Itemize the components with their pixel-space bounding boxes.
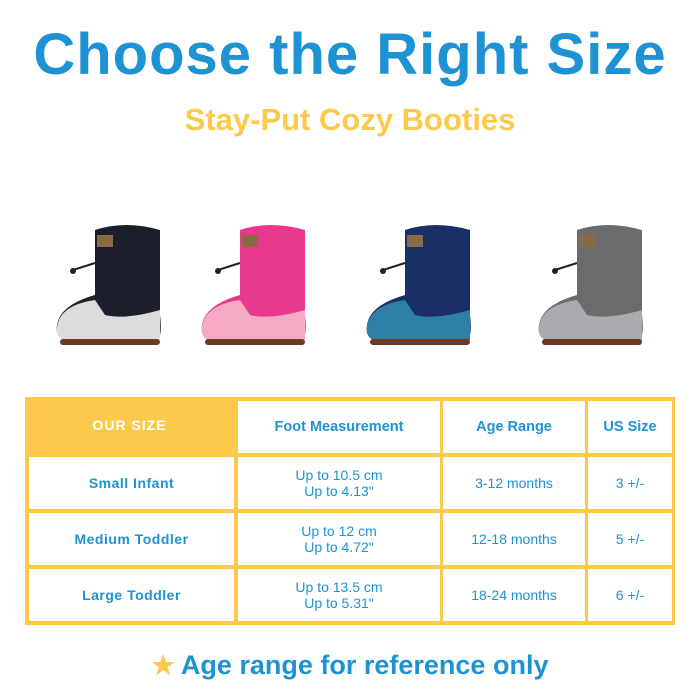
cell-text: 12-18 months [471, 531, 557, 547]
cell-text: Up to 4.13" [304, 483, 374, 499]
footer-note: ★ Age range for reference only [0, 648, 700, 682]
age-range-cell: 18-24 months [443, 569, 585, 621]
cell-text: Up to 12 cm [301, 523, 377, 539]
booties-image [56, 225, 643, 345]
star-icon: ★ [151, 650, 175, 680]
cell-text: 3 +/- [615, 475, 645, 491]
bootie-pink [201, 225, 306, 345]
us-size-cell: 6 +/- [588, 569, 672, 621]
page-subtitle: Stay-Put Cozy Booties [184, 102, 516, 137]
cell-text: Up to 10.5 cm [295, 467, 383, 483]
foot-measurement-cell: Up to 13.5 cm Up to 5.31" [238, 569, 440, 621]
cell-text: Up to 13.5 cm [295, 579, 383, 595]
cell-text: 3-12 months [475, 475, 553, 491]
cell-text: Up to 5.31" [304, 595, 374, 611]
bootie-gray [538, 225, 643, 345]
cell-text: 18-24 months [471, 587, 557, 603]
size-name-cell: Small Infant [29, 457, 234, 509]
cell-text: Medium Toddler [74, 531, 189, 547]
page-title: Choose the Right Size [33, 22, 667, 87]
header-foot-measurement: Foot Measurement [238, 401, 440, 453]
foot-measurement-cell: Up to 10.5 cm Up to 4.13" [238, 457, 440, 509]
age-range-cell: 12-18 months [443, 513, 585, 565]
header-our-size: OUR SIZE [25, 397, 234, 453]
header-us-size: US Size [588, 401, 672, 453]
cell-text: Up to 4.72" [304, 539, 374, 555]
size-table: OUR SIZE Foot Measurement Age Range US S… [25, 397, 675, 625]
size-name-cell: Large Toddler [29, 569, 234, 621]
footer-text: Age range for reference only [180, 650, 549, 680]
foot-measurement-cell: Up to 12 cm Up to 4.72" [238, 513, 440, 565]
us-size-cell: 3 +/- [588, 457, 672, 509]
header-age-range: Age Range [443, 401, 585, 453]
bootie-black [56, 225, 161, 345]
cell-text: 6 +/- [615, 587, 645, 603]
cell-text: Small Infant [88, 475, 175, 491]
age-range-cell: 3-12 months [443, 457, 585, 509]
us-size-cell: 5 +/- [588, 513, 672, 565]
bootie-navy [366, 225, 471, 345]
size-name-cell: Medium Toddler [29, 513, 234, 565]
cell-text: Large Toddler [82, 587, 181, 603]
cell-text: 5 +/- [615, 531, 645, 547]
